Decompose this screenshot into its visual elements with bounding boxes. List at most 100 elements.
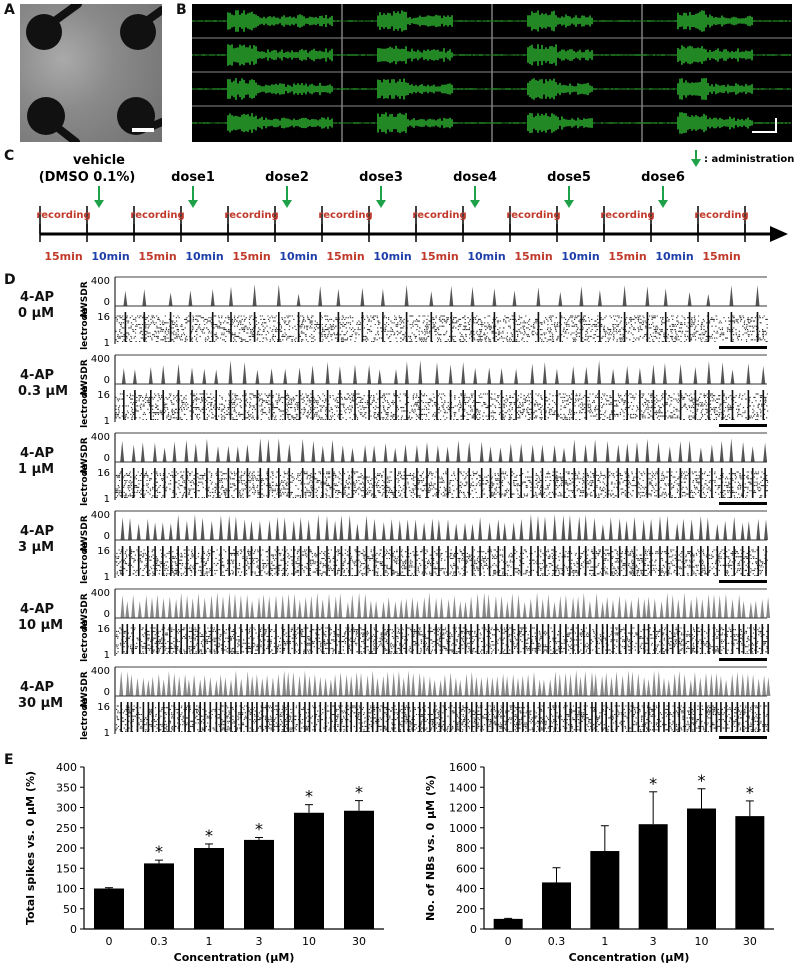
tick-0: 0: [104, 297, 110, 308]
recording-duration: 15min: [420, 250, 458, 263]
tick-400: 400: [91, 666, 110, 677]
recording-label: recording: [600, 210, 654, 221]
condition-concentration: 30 μM: [18, 696, 64, 711]
bar: [542, 882, 571, 929]
x-tick-label: 10: [302, 935, 316, 948]
condition-label: 4-AP: [20, 680, 55, 695]
condition-concentration: 0.3 μM: [18, 384, 69, 399]
x-tick-label: 30: [352, 935, 366, 948]
gap-duration: 10min: [185, 250, 223, 263]
dose-label: dose4: [453, 170, 497, 185]
panel-label-d: D: [4, 272, 16, 288]
y-tick-label: 150: [56, 862, 77, 875]
condition-label: 4-AP: [20, 368, 55, 383]
timeline-diagram: recording 15min 10min recording 15min 10min re…: [36, 150, 794, 263]
awsdr-peaks: [120, 592, 771, 618]
condition-label: 4-AP: [20, 290, 55, 305]
ylabel-awsdr: AWSDR: [80, 437, 90, 474]
panel-label-c: C: [4, 148, 15, 164]
tick-16: 16: [97, 312, 110, 323]
ylabel-electrode: Electrode: [80, 698, 90, 740]
channel-trace: [192, 112, 791, 134]
x-tick-label: 0: [505, 935, 512, 948]
recording-duration: 15min: [138, 250, 176, 263]
timeline-arrowhead: [770, 226, 788, 242]
burst-columns: [121, 546, 767, 576]
ylabel-electrode: Electrode: [80, 386, 90, 428]
gap-duration: 10min: [373, 250, 411, 263]
ylabel-awsdr: AWSDR: [80, 359, 90, 396]
y-tick-label: 1400: [449, 781, 477, 794]
ylabel-electrode: Electrode: [80, 542, 90, 584]
dose-label: dose1: [171, 170, 215, 185]
awsdr-peaks: [119, 670, 771, 696]
y-tick-label: 250: [56, 822, 77, 835]
administration-arrowhead: [376, 200, 386, 208]
gap-duration: 10min: [561, 250, 599, 263]
y-tick-label: 50: [63, 903, 77, 916]
dose-label: dose2: [265, 170, 309, 185]
tick-0: 0: [104, 531, 110, 542]
dose-label: dose3: [359, 170, 403, 185]
scale-bar: [719, 736, 767, 739]
tick-0: 0: [104, 453, 110, 464]
recording-duration: 15min: [702, 250, 740, 263]
bar: [94, 888, 124, 929]
x-tick-label: 0.3: [150, 935, 168, 948]
tick-400: 400: [91, 510, 110, 521]
bar: [638, 824, 668, 929]
x-axis-label: Concentration (μM): [569, 951, 690, 964]
condition-concentration: 3 μM: [18, 540, 55, 555]
tick-1: 1: [104, 416, 110, 427]
ylabel-awsdr: AWSDR: [80, 671, 90, 708]
recording-duration: 15min: [326, 250, 364, 263]
gap-duration: 10min: [467, 250, 505, 263]
condition-label: 4-AP: [20, 602, 55, 617]
tick-1: 1: [104, 572, 110, 583]
significance-star: *: [305, 787, 313, 806]
tick-1: 1: [104, 494, 110, 505]
bar: [294, 812, 324, 929]
tick-0: 0: [104, 375, 110, 386]
y-tick-label: 200: [456, 903, 477, 916]
gap-duration: 10min: [279, 250, 317, 263]
significance-star: *: [255, 819, 263, 838]
raster-panel: 4-AP 0 μM AWSDR Electrode 400 0 16 1 4-AP 0.3 μM A…: [0, 272, 800, 752]
y-axis-label: Total spikes vs. 0 μM (%): [24, 771, 37, 925]
bar: [194, 848, 224, 929]
bar: [244, 839, 274, 929]
administration-arrowhead: [282, 200, 292, 208]
recording-duration: 15min: [44, 250, 82, 263]
x-tick-label: 10: [695, 935, 709, 948]
condition-concentration: 10 μM: [18, 618, 64, 633]
x-tick-label: 30: [743, 935, 757, 948]
spike-dots: [115, 393, 769, 421]
x-tick-label: 1: [601, 935, 608, 948]
bar: [344, 810, 374, 929]
panel-label-e: E: [4, 752, 14, 768]
bar: [493, 918, 523, 929]
tick-1: 1: [104, 728, 110, 739]
tick-1: 1: [104, 338, 110, 349]
recording-duration: 15min: [514, 250, 552, 263]
vehicle-label: vehicle: [73, 153, 125, 168]
administration-arrowhead: [94, 200, 104, 208]
burst-columns: [121, 468, 766, 498]
condition-label: 4-AP: [20, 446, 55, 461]
scale-bar: [719, 658, 767, 661]
channel-trace: [192, 10, 791, 32]
y-tick-label: 1600: [449, 761, 477, 774]
recording-label: recording: [224, 210, 278, 221]
bar: [590, 851, 620, 929]
legend-label: : administration: [704, 154, 794, 165]
burst-columns: [120, 702, 770, 732]
y-tick-label: 600: [456, 862, 477, 875]
channel-trace: [192, 78, 791, 100]
ylabel-electrode: Electrode: [80, 620, 90, 662]
y-tick-label: 400: [456, 883, 477, 896]
bar: [687, 808, 716, 929]
